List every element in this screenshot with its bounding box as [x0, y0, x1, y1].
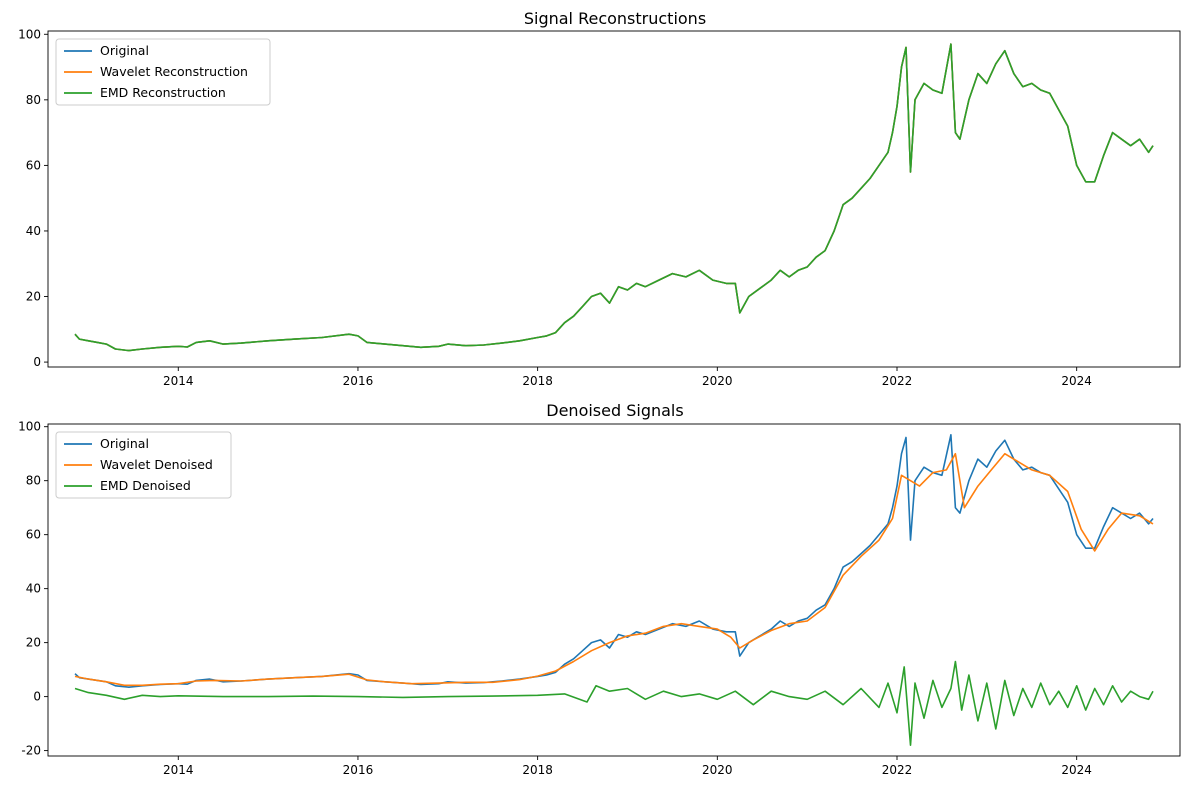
y-tick-label: 80	[26, 474, 41, 488]
x-tick-label: 2016	[343, 374, 374, 388]
y-tick-label: 60	[26, 158, 41, 172]
y-tick-label: -20	[21, 744, 41, 758]
chart-title: Denoised Signals	[546, 401, 683, 420]
plot-area: 2014 2016 2018 2020 2022 2024 0 20 40 60 80 100	[18, 27, 1181, 388]
legend: Original Wavelet Denoised EMD Denoised	[55, 431, 232, 499]
x-tick-label: 2014	[163, 374, 194, 388]
signal-reconstructions-panel: Signal Reconstructions 2014 2016 2018 2020 2…	[18, 9, 1181, 388]
series-group	[74, 43, 1154, 352]
x-tick-label: 2022	[882, 374, 913, 388]
series-line-wavelet-denoised	[74, 452, 1154, 687]
legend-box	[55, 431, 232, 499]
denoised-signals-panel: Denoised Signals 2014 2016 2018 2020 2022 202…	[18, 401, 1181, 777]
legend-label-wavelet: Wavelet Reconstruction	[100, 64, 248, 79]
y-tick-label: 40	[26, 224, 41, 238]
legend-label-wavelet: Wavelet Denoised	[100, 457, 213, 472]
x-tick-label: 2016	[343, 763, 374, 777]
legend-label-emd: EMD Reconstruction	[100, 85, 226, 100]
x-tick-label: 2014	[163, 763, 194, 777]
legend-label-original: Original	[100, 43, 149, 58]
axes-frame	[47, 30, 1181, 368]
y-tick-label: 40	[26, 582, 41, 596]
series-group	[74, 434, 1154, 746]
legend-box	[55, 38, 271, 106]
x-tick-label: 2024	[1061, 763, 1092, 777]
y-tick-label: 60	[26, 528, 41, 542]
axes-frame	[47, 423, 1181, 757]
legend-label-emd: EMD Denoised	[100, 478, 191, 493]
legend: Original Wavelet Reconstruction EMD Reco…	[55, 38, 271, 106]
x-tick-label: 2018	[522, 374, 553, 388]
y-tick-label: 0	[33, 690, 41, 704]
chart-title: Signal Reconstructions	[524, 9, 706, 28]
y-tick-label: 0	[33, 355, 41, 369]
legend-label-original: Original	[100, 436, 149, 451]
x-tick-label: 2024	[1061, 374, 1092, 388]
plot-area: 2014 2016 2018 2020 2022 2024 -20 0 20 40 60 80 100	[18, 420, 1181, 777]
y-tick-label: 80	[26, 93, 41, 107]
x-tick-label: 2022	[882, 763, 913, 777]
series-line-emd-reconstruction	[74, 43, 1154, 352]
x-tick-label: 2018	[522, 763, 553, 777]
y-tick-label: 100	[18, 27, 41, 41]
y-tick-label: 20	[26, 290, 41, 304]
y-tick-label: 20	[26, 636, 41, 650]
x-tick-label: 2020	[702, 763, 733, 777]
y-tick-label: 100	[18, 420, 41, 434]
x-tick-label: 2020	[702, 374, 733, 388]
series-line-emd-denoised	[74, 660, 1154, 746]
